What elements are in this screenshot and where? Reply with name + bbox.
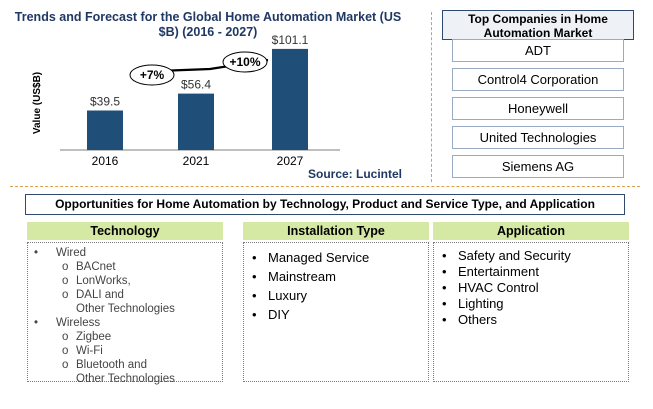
application-item: • Safety and Security [442, 248, 628, 264]
technology-group-label: Wireless [56, 317, 101, 329]
companies-title: Top Companies in Home Automation Market [442, 10, 634, 40]
installation-item-label: Mainstream [268, 269, 336, 284]
company-item: ADT [452, 39, 624, 62]
bullet-icon: • [252, 269, 257, 284]
application-item-label: Others [458, 312, 498, 327]
bullet-icon: • [34, 247, 39, 259]
value-label-2027: $101.1 [272, 33, 309, 47]
bullet-icon: • [442, 248, 447, 263]
application-item-label: Entertainment [458, 264, 539, 279]
technology-subitem-label: BACnet [76, 261, 116, 273]
opportunities-title: Opportunities for Home Automation by Tec… [25, 194, 625, 215]
bar-2021 [178, 93, 214, 150]
technology-header: Technology [27, 222, 223, 240]
bullet-icon: • [442, 280, 447, 295]
technology-group: • Wireless [34, 316, 222, 330]
sub-bullet-icon: o [62, 359, 69, 371]
installation-item: • DIY [252, 305, 428, 324]
installation-list: • Managed Service • Mainstream • Luxury • DIY [252, 248, 428, 324]
technology-subitem: o DALI and [34, 288, 222, 302]
sub-bullet-icon: o [62, 345, 69, 357]
application-item: • Entertainment [442, 264, 628, 280]
technology-subitem-label: Zigbee [76, 331, 112, 343]
technology-subitem: o Zigbee [34, 330, 222, 344]
value-label-2021: $56.4 [181, 78, 211, 92]
bar-2027 [272, 48, 308, 150]
sub-bullet-icon: o [62, 275, 69, 287]
technology-group: • Wired [34, 246, 222, 260]
installation-item-label: DIY [268, 307, 290, 322]
bullet-icon: • [252, 307, 257, 322]
application-box: • Safety and Security • Entertainment • HVAC … [433, 242, 629, 382]
technology-subitem: o Wi-Fi [34, 344, 222, 358]
company-item: United Technologies [452, 126, 624, 149]
application-item-label: HVAC Control [458, 280, 539, 295]
application-header: Application [433, 222, 629, 240]
chart-title: Trends and Forecast for the Global Home … [14, 10, 402, 39]
installation-item-label: Luxury [268, 288, 308, 303]
technology-subitem-label: Other Technologies [76, 303, 175, 315]
sub-bullet-icon: o [62, 261, 69, 273]
bullet-icon: • [442, 264, 447, 279]
bar-2016 [87, 110, 123, 150]
bullet-icon: • [442, 296, 447, 311]
sub-bullet-icon: o [62, 331, 69, 343]
bullet-icon: • [252, 250, 257, 265]
installation-item-label: Managed Service [268, 250, 370, 265]
technology-subitem: o LonWorks, [34, 274, 222, 288]
technology-subitem-label: Bluetooth and [76, 359, 147, 371]
technology-group-label: Wired [56, 247, 87, 259]
vertical-divider [431, 12, 432, 182]
chart-source: Source: Lucintel [308, 167, 403, 181]
growth-oval-2 [222, 51, 268, 73]
technology-subitem-label: Wi-Fi [76, 345, 103, 357]
application-item: • Lighting [442, 296, 628, 312]
technology-list: • Wired o BACnet o LonWorks, o DALI and Other Te… [34, 246, 222, 386]
bullet-icon: • [34, 317, 39, 329]
application-list: • Safety and Security • Entertainment • HVAC … [442, 248, 628, 328]
installation-header: Installation Type [243, 222, 429, 240]
growth-label-1: +7% [140, 68, 165, 82]
application-item: • HVAC Control [442, 280, 628, 296]
bullet-icon: • [252, 288, 257, 303]
tick-label-2021: 2021 [183, 154, 210, 168]
bar-chart: Value (US$B) $39.5 2016 $56.4 2021 $101.1 2027… [32, 33, 340, 168]
technology-subitem-label: DALI and [76, 289, 124, 301]
application-item: • Others [442, 312, 628, 328]
y-axis-label: Value (US$B) [32, 72, 43, 134]
value-label-2016: $39.5 [90, 95, 120, 109]
horizontal-divider [10, 186, 640, 187]
technology-subitem: Other Technologies [34, 302, 222, 316]
technology-subitem: o Bluetooth and [34, 358, 222, 372]
growth-label-2: +10% [229, 55, 260, 69]
technology-subitem: Other Technologies [34, 372, 222, 386]
tick-label-2016: 2016 [92, 154, 119, 168]
company-item: Honeywell [452, 97, 624, 120]
application-item-label: Safety and Security [458, 248, 571, 263]
sub-bullet-icon: o [62, 289, 69, 301]
company-item: Control4 Corporation [452, 68, 624, 91]
technology-subitem-label: Other Technologies [76, 373, 175, 385]
installation-item: • Mainstream [252, 267, 428, 286]
installation-box: • Managed Service • Mainstream • Luxury • DIY [243, 242, 429, 382]
application-item-label: Lighting [458, 296, 504, 311]
tick-label-2027: 2027 [277, 154, 304, 168]
technology-subitem-label: LonWorks, [76, 275, 131, 287]
bullet-icon: • [442, 312, 447, 327]
installation-item: • Managed Service [252, 248, 428, 267]
technology-box: • Wired o BACnet o LonWorks, o DALI and Other Te… [27, 242, 223, 385]
installation-item: • Luxury [252, 286, 428, 305]
growth-oval-1 [129, 64, 175, 86]
company-item: Siemens AG [452, 155, 624, 178]
technology-subitem: o BACnet [34, 260, 222, 274]
